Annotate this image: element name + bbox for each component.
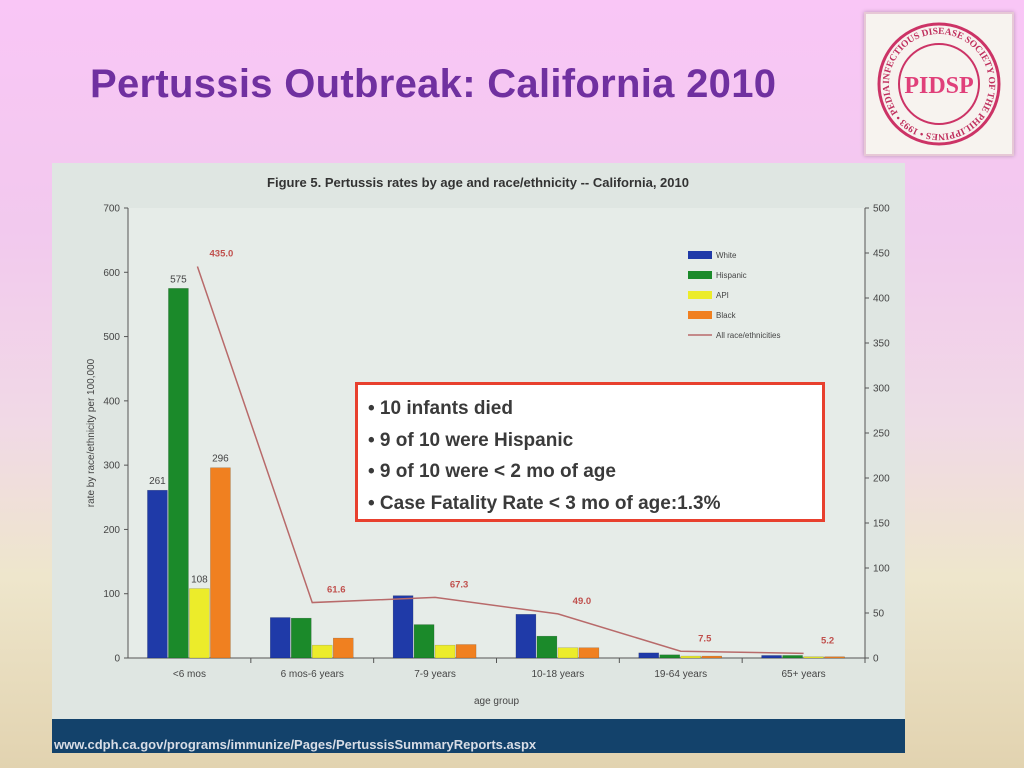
y-axis-label: rate by race/ethnicity per 100,000 (86, 358, 97, 507)
y2-tick-label: 200 (873, 474, 890, 485)
y2-tick-label: 100 (873, 564, 890, 575)
bar-black (455, 644, 477, 659)
bar-hispanic (413, 624, 435, 659)
legend-swatch (688, 311, 712, 319)
bar-hispanic (168, 288, 189, 659)
bar-white (147, 489, 168, 659)
line-all-race (196, 266, 804, 655)
bar-white (761, 655, 782, 659)
footer-bar: www.cdph.ca.gov/programs/immunize/Pages/… (52, 719, 905, 753)
bar-hispanic (782, 655, 803, 659)
line-data-label: 5.2 (821, 635, 834, 646)
bar-data-label: 108 (191, 575, 208, 586)
line-data-label: 7.5 (698, 633, 712, 644)
x-tick-label: <6 mos (173, 669, 206, 680)
y-tick-label: 200 (103, 525, 120, 536)
bar-api (189, 588, 210, 659)
callout-bullet: • Case Fatality Rate < 3 mo of age:1.3% (368, 492, 721, 514)
y2-tick-label: 400 (873, 294, 890, 305)
legend-swatch (688, 251, 712, 259)
bar-white (515, 614, 537, 659)
bar-data-label: 261 (149, 476, 166, 487)
y2-tick-label: 0 (873, 654, 879, 665)
x-axis-label: age group (474, 696, 519, 707)
bar-black (210, 467, 231, 659)
bar-hispanic (659, 654, 680, 659)
line-data-label: 67.3 (450, 579, 469, 590)
bar-hispanic (291, 617, 312, 659)
legend-label: Hispanic (716, 271, 747, 280)
line-data-label: 49.0 (573, 596, 592, 607)
bar-black (824, 656, 845, 659)
y-tick-label: 100 (103, 589, 120, 600)
bar-api (557, 647, 579, 659)
y2-tick-label: 150 (873, 519, 890, 530)
y-tick-label: 0 (114, 654, 120, 665)
y2-tick-label: 500 (873, 204, 890, 215)
x-tick-label: 65+ years (781, 669, 825, 680)
x-tick-label: 19-64 years (654, 669, 707, 680)
bar-black (333, 637, 354, 659)
footer-url: www.cdph.ca.gov/programs/immunize/Pages/… (54, 737, 537, 752)
bar-white (270, 617, 291, 659)
bar-white (638, 652, 659, 659)
y2-tick-label: 250 (873, 429, 890, 440)
y2-tick-label: 50 (873, 609, 885, 620)
bar-data-label: 296 (212, 454, 229, 465)
bar-data-label: 575 (170, 274, 187, 285)
slide-title: Pertussis Outbreak: California 2010 (90, 62, 777, 106)
legend-swatch (688, 271, 712, 279)
bar-api (312, 644, 333, 659)
x-tick-label: 7-9 years (414, 669, 456, 680)
y-tick-label: 700 (103, 204, 120, 215)
line-data-label: 435.0 (210, 249, 234, 260)
bar-api (680, 655, 701, 659)
bar-api (803, 656, 824, 659)
legend-label: API (716, 291, 729, 300)
callout-bullet: • 9 of 10 were < 2 mo of age (368, 461, 616, 482)
bar-black (701, 655, 722, 659)
chart-title: Figure 5. Pertussis rates by age and rac… (267, 175, 689, 190)
y2-tick-label: 300 (873, 384, 890, 395)
line-data-label: 61.6 (327, 585, 346, 596)
svg-text:PIDSP: PIDSP (904, 73, 973, 99)
y2-tick-label: 350 (873, 339, 890, 350)
bar-white (392, 595, 414, 659)
callout-bullet: • 9 of 10 were Hispanic (368, 429, 574, 451)
legend-swatch (688, 291, 712, 299)
bar-api (434, 644, 456, 659)
pidsp-logo: INFECTIOUS DISEASE SOCIETY OF THE PHILIP… (864, 12, 1014, 156)
callout-box: • 10 infants died • 9 of 10 were Hispani… (355, 382, 825, 522)
y-tick-label: 600 (103, 268, 120, 279)
legend-label: White (716, 251, 737, 260)
legend-label: Black (716, 311, 737, 320)
y-tick-label: 300 (103, 461, 120, 472)
x-tick-label: 10-18 years (532, 669, 585, 680)
bar-hispanic (536, 635, 558, 659)
bar-black (578, 647, 600, 659)
y-tick-label: 500 (103, 332, 120, 343)
callout-bullet: • 10 infants died (368, 398, 513, 419)
legend-label: All race/ethnicities (716, 331, 780, 340)
x-tick-label: 6 mos-6 years (281, 669, 344, 680)
y2-tick-label: 450 (873, 249, 890, 260)
y-tick-label: 400 (103, 396, 120, 407)
